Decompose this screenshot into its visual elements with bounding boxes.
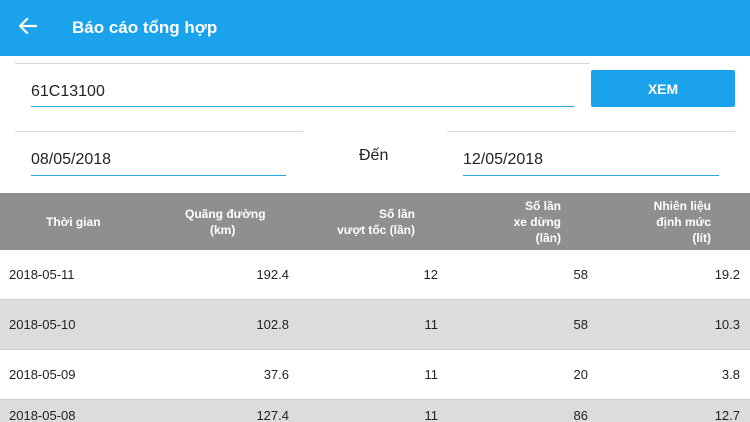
cell-stops: 58 xyxy=(573,267,588,282)
table-row[interactable]: 2018-05-09 37.6 11 20 3.8 xyxy=(0,350,750,399)
cell-date: 2018-05-08 xyxy=(9,408,76,422)
cell-distance: 192.4 xyxy=(256,267,289,282)
table-row[interactable]: 2018-05-08 127.4 11 86 12.7 xyxy=(0,400,750,422)
plate-number-input[interactable] xyxy=(31,78,574,107)
cell-fuel: 12.7 xyxy=(714,408,740,422)
view-button[interactable]: XEM xyxy=(591,70,735,107)
row-divider xyxy=(0,349,750,350)
cell-fuel: 19.2 xyxy=(714,267,740,282)
cell-fuel: 10.3 xyxy=(714,317,740,332)
cell-date: 2018-05-09 xyxy=(9,367,76,382)
cell-overspeed: 12 xyxy=(423,267,438,282)
row-divider xyxy=(0,399,750,400)
page-title: Báo cáo tổng hợp xyxy=(72,18,218,37)
cell-overspeed: 11 xyxy=(424,317,439,332)
cell-distance: 37.6 xyxy=(263,367,289,382)
cell-fuel: 3.8 xyxy=(721,367,740,382)
table-row[interactable]: 2018-05-11 192.4 12 58 19.2 xyxy=(0,250,750,299)
back-button[interactable] xyxy=(0,0,56,56)
col-header-overspeed: Số lần vượt tốc (lần) xyxy=(337,206,415,237)
arrow-left-icon xyxy=(18,16,38,39)
cell-distance: 127.4 xyxy=(256,408,289,422)
col-header-time: Thời gian xyxy=(46,214,101,229)
date-from-input[interactable] xyxy=(31,145,286,176)
cell-date: 2018-05-11 xyxy=(9,267,75,282)
cell-overspeed: 11 xyxy=(424,367,439,382)
col-header-stops: Số lần xe dừng (lần) xyxy=(513,198,561,245)
cell-date: 2018-05-10 xyxy=(9,317,76,332)
col-header-fuel: Nhiên liệu định mức (lít) xyxy=(653,198,711,245)
col-header-distance: Quãng đường (km) xyxy=(185,206,266,237)
row-divider xyxy=(0,299,750,300)
to-label: Đến xyxy=(359,147,389,164)
app-bar: Báo cáo tổng hợp xyxy=(0,0,750,56)
date-to-top-divider xyxy=(447,131,735,132)
plate-field-top-divider xyxy=(15,63,590,64)
cell-overspeed: 11 xyxy=(424,408,439,422)
table-row[interactable]: 2018-05-10 102.8 11 58 10.3 xyxy=(0,300,750,349)
cell-distance: 102.8 xyxy=(256,317,289,332)
date-from-top-divider xyxy=(15,131,303,132)
table-header: Thời gian Quãng đường (km) Số lần vượt t… xyxy=(0,193,750,250)
date-to-input[interactable] xyxy=(463,145,719,176)
cell-stops: 58 xyxy=(573,317,588,332)
cell-stops: 20 xyxy=(573,367,588,382)
cell-stops: 86 xyxy=(573,408,588,422)
